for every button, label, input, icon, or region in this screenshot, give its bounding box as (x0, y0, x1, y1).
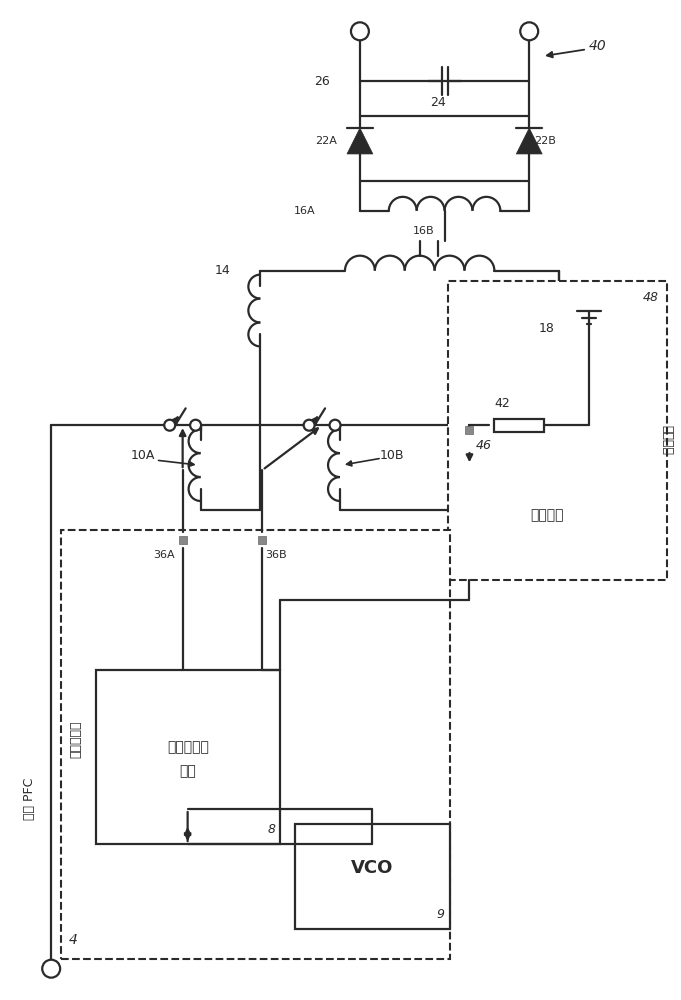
Circle shape (164, 420, 175, 431)
Circle shape (351, 22, 369, 40)
Text: 36B: 36B (266, 550, 287, 560)
Bar (494, 419, 544, 432)
Bar (295, 824, 449, 929)
Text: 18: 18 (538, 322, 554, 335)
Bar (258, 536, 266, 544)
Text: 42: 42 (494, 397, 510, 410)
Circle shape (520, 22, 538, 40)
Text: 26: 26 (315, 75, 330, 88)
Text: 24: 24 (430, 96, 445, 109)
Circle shape (304, 420, 315, 431)
Text: 半桥驱动器: 半桥驱动器 (168, 740, 209, 754)
Text: 22B: 22B (534, 136, 556, 146)
Text: 14: 14 (215, 264, 230, 277)
Text: 16A: 16A (294, 206, 315, 216)
Text: 电流感测: 电流感测 (530, 508, 563, 522)
Text: 来自 PFC: 来自 PFC (22, 778, 36, 820)
Text: 40: 40 (589, 39, 607, 53)
Bar (61, 530, 449, 959)
Circle shape (42, 960, 60, 978)
Text: 控制器设备: 控制器设备 (69, 721, 82, 758)
Text: 22A: 22A (315, 136, 337, 146)
Circle shape (330, 420, 340, 431)
Text: 36A: 36A (153, 550, 175, 560)
Text: 10A: 10A (131, 449, 155, 462)
Text: 46: 46 (475, 439, 492, 452)
Text: 9: 9 (437, 908, 445, 921)
Text: 8: 8 (267, 823, 275, 836)
Text: 电路: 电路 (180, 764, 197, 778)
Text: 10B: 10B (380, 449, 405, 462)
Bar (178, 536, 187, 544)
Text: 4: 4 (69, 933, 78, 947)
Polygon shape (347, 128, 373, 154)
Text: 分流电路: 分流电路 (660, 425, 673, 455)
Bar (466, 426, 473, 434)
Circle shape (190, 420, 201, 431)
Bar (447, 281, 667, 580)
Text: 16B: 16B (413, 226, 434, 236)
Text: 48: 48 (643, 291, 659, 304)
Bar (96, 670, 281, 844)
Text: VCO: VCO (351, 859, 394, 877)
Polygon shape (516, 128, 542, 154)
